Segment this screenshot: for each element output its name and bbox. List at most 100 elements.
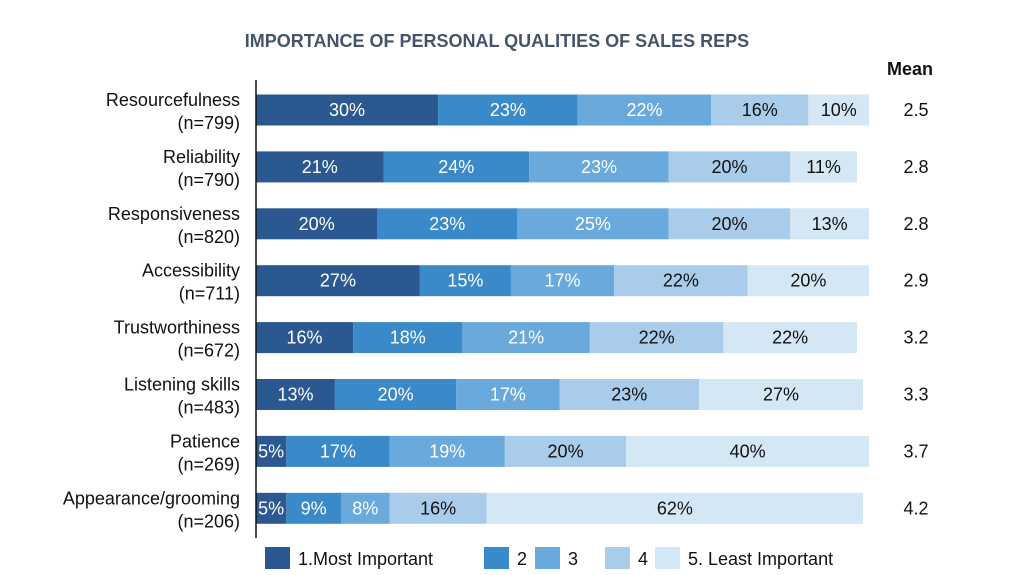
bar-segment — [462, 322, 590, 354]
data-label: 23% — [581, 157, 617, 177]
data-label: 15% — [447, 271, 483, 291]
bar-segment — [353, 322, 463, 354]
category-label: Appearance/grooming — [63, 488, 240, 508]
data-label: 23% — [611, 385, 647, 405]
category-n-label: (n=799) — [177, 113, 240, 133]
category-label: Patience — [170, 431, 240, 451]
data-label: 16% — [287, 328, 323, 348]
data-label: 22% — [772, 328, 808, 348]
data-label: 20% — [548, 441, 584, 461]
bar-segment — [256, 151, 384, 183]
bar-segment — [517, 208, 669, 240]
legend-swatch — [605, 547, 630, 569]
legend-swatch — [655, 547, 680, 569]
bar-segment — [256, 208, 378, 240]
chart-title: IMPORTANCE OF PERSONAL QUALITIES OF SALE… — [245, 31, 749, 51]
legend-swatch — [535, 547, 560, 569]
bar-segment — [747, 265, 870, 297]
data-label: 20% — [790, 271, 826, 291]
category-label: Listening skills — [124, 375, 240, 395]
data-label: 11% — [806, 157, 841, 177]
bar-segment — [626, 435, 870, 467]
category-n-label: (n=790) — [177, 170, 240, 190]
bar-segment — [668, 208, 791, 240]
bar-segment — [510, 265, 615, 297]
bar-segment — [419, 265, 511, 297]
bar-segment — [529, 151, 669, 183]
bar-segment — [808, 94, 870, 126]
data-label: 20% — [711, 157, 747, 177]
legend: 1.Most Important 2 3 4 5. Least Important — [265, 547, 833, 569]
category-n-label: (n=269) — [177, 454, 240, 474]
data-label: 9% — [301, 498, 327, 518]
bar-segment — [699, 379, 863, 410]
data-label: 23% — [429, 214, 465, 234]
legend-label: 3 — [568, 549, 578, 569]
mean-values: 2.5 2.8 2.8 2.9 3.2 3.3 3.7 4.2 — [903, 100, 928, 518]
category-n-label: (n=672) — [177, 341, 240, 361]
mean-value: 2.8 — [903, 157, 928, 177]
data-label: 17% — [490, 385, 526, 405]
bar-segment — [577, 94, 712, 126]
data-label: 21% — [302, 157, 338, 177]
data-label: 16% — [742, 100, 778, 120]
mean-value: 4.2 — [903, 498, 928, 518]
category-n-label: (n=820) — [177, 227, 240, 247]
data-label: 5% — [258, 498, 284, 518]
category-n-label: (n=483) — [177, 398, 240, 418]
data-label: 16% — [420, 498, 456, 518]
bar-segment — [389, 492, 487, 524]
bar-segment — [256, 265, 420, 297]
data-label: 20% — [711, 214, 747, 234]
data-label: 18% — [390, 328, 426, 348]
data-label: 17% — [545, 271, 581, 291]
legend-swatch — [265, 547, 290, 569]
mean-value: 3.2 — [903, 328, 928, 348]
data-label: 24% — [438, 157, 474, 177]
data-label: 25% — [575, 214, 611, 234]
data-label: 8% — [352, 498, 378, 518]
bar-segment — [711, 94, 809, 126]
legend-label: 5. Least Important — [688, 549, 833, 569]
bar-segment — [383, 151, 530, 183]
category-label: Accessibility — [142, 261, 240, 281]
mean-header: Mean — [887, 59, 933, 79]
data-label: 62% — [657, 498, 693, 518]
bar-segment — [334, 379, 457, 410]
data-label: 10% — [821, 100, 857, 120]
legend-label: 2 — [517, 549, 527, 569]
bars: 30% 23% 22% 16% 10% 21% 24% 23% 20% 11% 20% 23% 25% 2… — [256, 94, 870, 524]
bar-segment — [389, 435, 505, 467]
mean-value: 2.8 — [903, 214, 928, 234]
bar-segment — [256, 435, 287, 467]
data-label: 22% — [639, 328, 675, 348]
bar-segment — [668, 151, 791, 183]
data-label: 5% — [258, 441, 284, 461]
data-label: 22% — [626, 100, 662, 120]
bar-segment — [286, 492, 341, 524]
data-label: 23% — [490, 100, 526, 120]
data-label: 27% — [763, 385, 799, 405]
mean-value: 3.3 — [903, 385, 928, 405]
data-label: 20% — [299, 214, 335, 234]
bar-segment — [256, 322, 354, 354]
data-label: 19% — [429, 441, 465, 461]
bar-segment — [438, 94, 578, 126]
bar-segment — [589, 322, 724, 354]
bar-segment — [790, 151, 857, 183]
bar-segment — [286, 435, 390, 467]
data-label: 17% — [320, 441, 356, 461]
mean-value: 3.7 — [903, 441, 928, 461]
bar-segment — [614, 265, 748, 297]
data-label: 20% — [378, 385, 414, 405]
bar-segment — [256, 94, 439, 126]
bar-segment — [340, 492, 390, 524]
legend-label: 4 — [638, 549, 648, 569]
bar-segment — [486, 492, 863, 524]
bar-segment — [559, 379, 700, 410]
data-label: 21% — [508, 328, 544, 348]
category-label: Resourcefulness — [106, 90, 240, 110]
mean-value: 2.9 — [903, 271, 928, 291]
bar-segment — [504, 435, 627, 467]
